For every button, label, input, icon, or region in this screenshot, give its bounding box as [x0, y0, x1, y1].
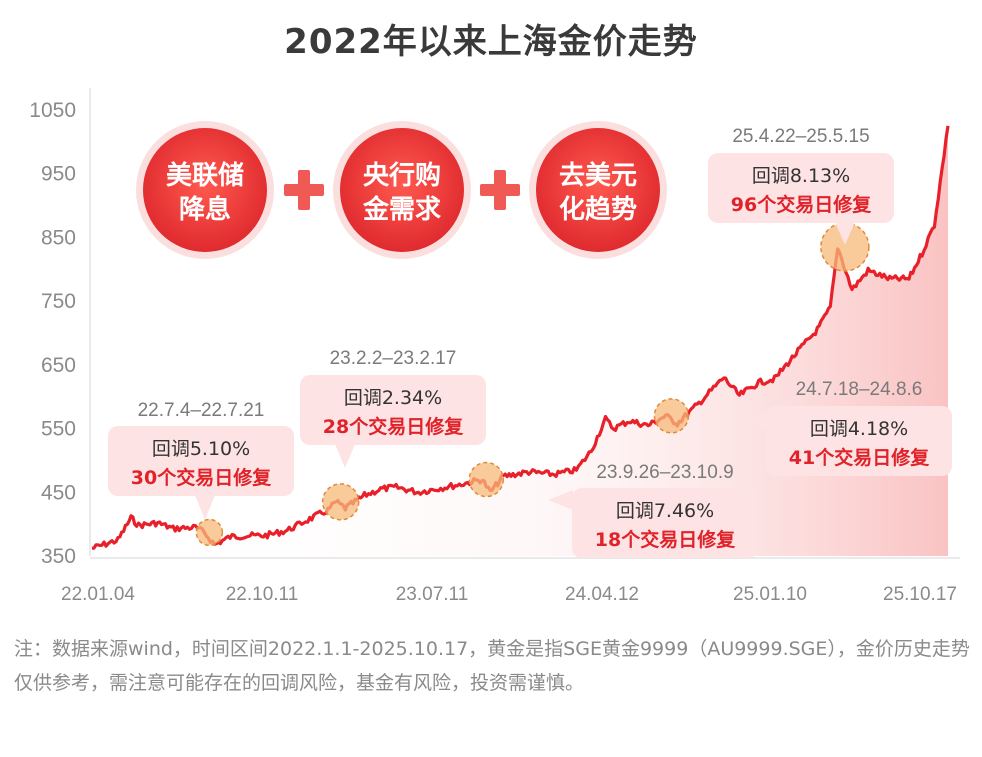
gold-price-chart: 1050 950 850 750 650 550 450 350 22.01.04 22.10.1… [29, 88, 960, 605]
driver-circle [340, 128, 464, 252]
chart-title: 2022年以来上海金价走势 [284, 22, 698, 62]
callout-box [572, 488, 758, 558]
callout-recovery: 30个交易日修复 [131, 466, 272, 489]
driver-circle [536, 128, 660, 252]
callout-box [300, 375, 486, 445]
y-tick-label: 950 [41, 163, 76, 186]
callout-date: 25.4.22–25.5.15 [732, 126, 869, 147]
driver-label-line1: 央行购 [363, 160, 441, 191]
driver-label-line2: 金需求 [362, 194, 441, 225]
y-tick-label: 450 [41, 481, 76, 504]
callout-recovery: 18个交易日修复 [595, 528, 736, 551]
x-tick-label: 25.10.17 [883, 584, 957, 605]
callout-pointer [335, 444, 355, 468]
callout-box [708, 153, 894, 223]
callouts: 22.7.4–22.7.21 回调5.10% 30个交易日修复 23.2.2–23.2… [108, 126, 952, 558]
callout-pullback: 回调2.34% [344, 387, 442, 409]
callout-box [108, 426, 294, 496]
pullback-highlights [195, 222, 870, 547]
plus-icon [494, 170, 506, 210]
driver-label-line1: 美联储 [166, 160, 244, 191]
driver-circle [143, 128, 267, 252]
y-tick-label: 350 [41, 545, 76, 568]
x-tick-label: 25.01.10 [733, 584, 807, 605]
callout-pointer [742, 410, 767, 430]
driver-label-line2: 化趋势 [559, 195, 637, 225]
callout-pullback: 回调7.46% [616, 500, 714, 522]
callout-recovery: 96个交易日修复 [731, 193, 872, 216]
driver-label-line2: 降息 [179, 194, 231, 225]
pullback-highlight [653, 398, 690, 434]
callout-recovery: 41个交易日修复 [789, 446, 930, 469]
callout-pullback: 回调5.10% [152, 438, 250, 460]
callout-recovery: 28个交易日修复 [323, 415, 464, 438]
callout-pullback: 回调8.13% [752, 165, 850, 187]
price-area-fill [92, 125, 948, 557]
x-tick-label: 22.10.11 [226, 584, 299, 605]
callout-pullback: 回调4.18% [810, 418, 908, 440]
footnote: 注：数据来源wind，时间区间2022.1.1-2025.10.17，黄金是指S… [14, 638, 970, 694]
pullback-highlight [468, 461, 504, 498]
callout-pointer [195, 495, 215, 520]
x-tick-label: 24.04.12 [565, 584, 639, 605]
callout-date: 23.9.26–23.10.9 [596, 462, 733, 483]
callout-date: 23.2.2–23.2.17 [330, 348, 457, 369]
callout-date: 24.7.18–24.8.6 [796, 379, 923, 400]
y-tick-label: 750 [41, 290, 76, 313]
callout-date: 22.7.4–22.7.21 [138, 400, 265, 421]
y-tick-label: 1050 [29, 99, 76, 122]
x-tick-label: 22.01.04 [61, 584, 135, 605]
pullback-highlight [195, 518, 224, 547]
driver-label-line1: 去美元 [559, 160, 637, 191]
price-line-layer [91, 125, 950, 550]
axes: 1050 950 850 750 650 550 450 350 22.01.04 22.10.1… [29, 88, 960, 605]
y-tick-label: 850 [41, 226, 76, 249]
price-area [92, 125, 948, 557]
y-tick-label: 650 [41, 354, 76, 377]
callout-pointer [835, 222, 855, 245]
plus-icon [298, 170, 310, 210]
y-tick-label: 550 [41, 418, 76, 441]
pullback-highlight [321, 483, 360, 521]
callout-box [766, 406, 952, 476]
price-line [91, 125, 950, 550]
x-tick-label: 23.07.11 [396, 584, 469, 605]
callout-pointer [548, 490, 573, 510]
